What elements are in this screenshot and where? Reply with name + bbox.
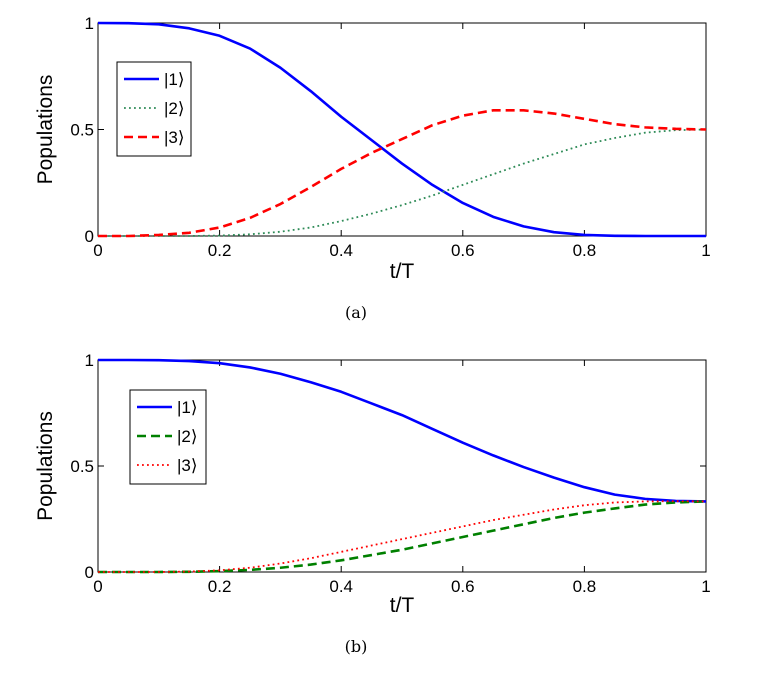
y-tick-label: 0.5 — [70, 121, 94, 140]
legend-label-3: |3⟩ — [177, 456, 198, 475]
legend-box — [116, 61, 192, 157]
x-tick-label: 1 — [701, 241, 710, 260]
figure-caption: (a) — [345, 303, 367, 322]
x-tick-label: 0.8 — [573, 241, 597, 260]
x-tick-label: 0.2 — [208, 241, 232, 260]
x-tick-label: 1 — [701, 577, 710, 596]
x-tick-label: 0.4 — [329, 577, 353, 596]
x-tick-label: 0.8 — [573, 577, 597, 596]
legend: |1⟩ |2⟩ |3⟩ — [116, 61, 192, 157]
x-axis-label: t/T — [390, 260, 415, 283]
figure-caption: (b) — [345, 637, 368, 656]
plot-area — [97, 22, 707, 237]
chart-panel-b: 0 0.2 0.4 0.6 0.8 100.51t/TPopulations|1⟩|2⟩|… — [34, 351, 711, 656]
x-tick-label: 0 — [93, 241, 102, 260]
series-line-3 — [98, 109, 707, 238]
x-tick-label: 0.2 — [208, 577, 232, 596]
legend-label-3: |3⟩ — [164, 128, 185, 147]
series-line-3 — [98, 500, 707, 573]
y-tick-label: 0 — [85, 563, 94, 582]
x-tick-label: 0.6 — [451, 577, 475, 596]
x-axis-label: t/T — [390, 594, 415, 617]
y-tick-label: 1 — [85, 14, 94, 33]
series-line-1 — [98, 358, 707, 503]
x-tick-label: 0 — [93, 577, 102, 596]
y-axis-label: Populations — [34, 411, 57, 521]
y-tick-label: 1 — [85, 351, 94, 370]
x-tick-label: 0.6 — [451, 241, 475, 260]
y-tick-label: 0 — [85, 227, 94, 246]
legend-label-1: |1⟩ — [177, 398, 198, 417]
y-axis-label: Populations — [34, 75, 57, 185]
legend-label-2: |2⟩ — [177, 427, 198, 446]
legend-label-2: |2⟩ — [164, 99, 185, 118]
x-tick-label: 0.4 — [329, 241, 353, 260]
legend: |1⟩ |2⟩ |3⟩ — [129, 389, 207, 485]
legend-label-1: |1⟩ — [164, 70, 185, 89]
series-line-2 — [98, 128, 707, 237]
series-line-1 — [97, 21, 706, 238]
y-tick-label: 0.5 — [70, 457, 94, 476]
